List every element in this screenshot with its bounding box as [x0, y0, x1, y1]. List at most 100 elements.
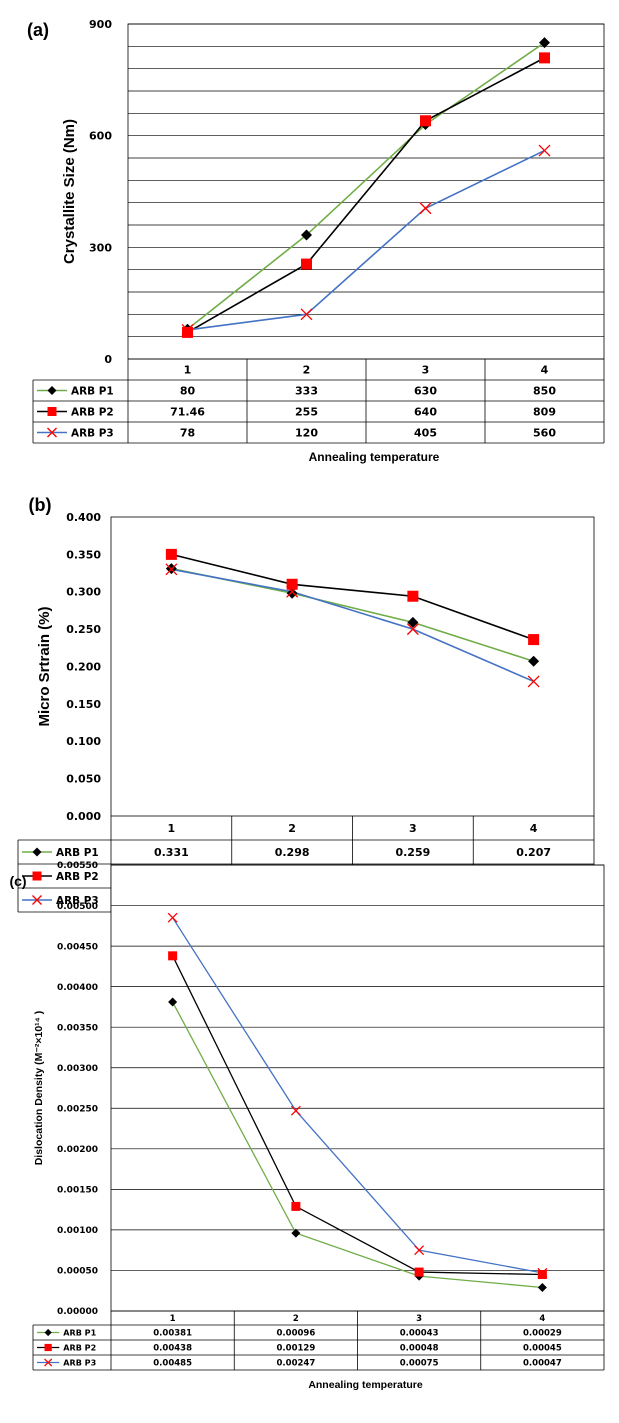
- x-axis-title: Annealing temperature: [309, 450, 440, 464]
- legend-series-name: ARB P1: [63, 1329, 96, 1338]
- y-axis-title: Micro Srtrain (%): [36, 606, 53, 726]
- panel-label: (b): [29, 495, 52, 515]
- table-cell: 0.331: [154, 846, 189, 859]
- data-point-arb-p3: [290, 1105, 301, 1116]
- data-point-arb-p2: [182, 326, 193, 338]
- legend-key-marker: [44, 1343, 52, 1352]
- y-axis-title: Dislocation Density (M⁻²×10¹⁴ ): [33, 1011, 45, 1166]
- x-axis-title: Annealing temperature: [308, 1379, 423, 1391]
- table-cell: 80: [180, 384, 196, 397]
- y-tick-label: 0.00400: [57, 983, 98, 993]
- legend-series-name: ARB P2: [71, 406, 114, 418]
- y-tick-label: 0.00150: [57, 1186, 98, 1196]
- y-axis-title: Crystallite Size (Nm): [61, 119, 78, 264]
- data-point-arb-p1: [291, 1228, 301, 1238]
- panel-label: (a): [27, 20, 49, 40]
- data-point-arb-p3-stroke-b: [167, 912, 178, 923]
- data-point-arb-p3-stroke-b: [538, 144, 551, 157]
- table-cell: 0.298: [275, 846, 310, 859]
- data-point-arb-p3-stroke-b: [181, 324, 194, 336]
- table-cell: 630: [414, 384, 437, 397]
- table-cell: 850: [533, 384, 556, 397]
- table-cell: 405: [414, 426, 437, 439]
- x-category-label: 1: [170, 1314, 176, 1324]
- chart-panel-a: (a) 0 300 600 900 Crystallite Size (Nm) 1 2 3 4 AR…: [27, 18, 605, 464]
- data-point-arb-p2: [291, 1201, 301, 1211]
- data-point-arb-p2: [301, 258, 312, 270]
- series-line-arb-p2: [172, 955, 543, 1276]
- chart-panel-c: (c) 0.00000 0.00050 0.00100 0.00150 0.00200 0.…: [9, 861, 605, 1391]
- data-point-arb-p3: [527, 675, 540, 688]
- y-tick-label: 0.400: [66, 511, 101, 524]
- table-cell: 0.00075: [400, 1359, 439, 1369]
- legend-key-marker: [44, 1328, 52, 1337]
- data-point-arb-p1: [286, 587, 298, 599]
- y-tick-label: 0.00200: [57, 1145, 98, 1155]
- series-line-arb-p2: [171, 553, 534, 641]
- y-tick-label: 0.200: [66, 660, 101, 673]
- x-category-label: 4: [541, 364, 549, 377]
- legend-series-name: ARB P3: [56, 895, 99, 907]
- y-tick-label: 0.300: [66, 586, 101, 599]
- table-cell: 0.00047: [523, 1359, 562, 1369]
- series-line-arb-p1: [187, 41, 545, 330]
- legend-key-marker: [32, 871, 42, 881]
- table-cell: 0.00045: [523, 1344, 562, 1354]
- data-point-arb-p1: [168, 997, 178, 1007]
- table-cell: 71.46: [170, 405, 205, 418]
- legend-series-name: ARB P1: [71, 385, 114, 397]
- y-tick-label: 0.00050: [57, 1267, 98, 1277]
- y-tick-label: 0.00350: [57, 1023, 98, 1033]
- legend-key-marker: [32, 847, 42, 857]
- table-cell: 0.00129: [277, 1344, 316, 1354]
- data-point-arb-p3: [181, 324, 194, 336]
- legend-key-marker: [47, 386, 57, 395]
- y-tick-label: 300: [89, 241, 112, 254]
- data-point-arb-p2: [286, 578, 298, 590]
- data-point-arb-p2: [420, 115, 431, 127]
- data-point-arb-p3-stroke-b: [419, 202, 432, 215]
- data-point-arb-p3: [165, 563, 178, 576]
- data-point-arb-p1: [407, 616, 419, 628]
- table-cell: 0.00043: [400, 1329, 439, 1339]
- legend-key-marker-stroke-b: [44, 1358, 53, 1367]
- table-cell: 120: [295, 426, 318, 439]
- x-category-label: 1: [168, 822, 176, 835]
- data-point-arb-p3-stroke-b: [406, 623, 419, 636]
- y-tick-label: 0.250: [66, 623, 101, 636]
- legend-series-name: ARB P2: [63, 1344, 96, 1353]
- y-tick-label: 0.00250: [57, 1105, 98, 1115]
- table-cell: 333: [295, 384, 318, 397]
- table-cell: 0.00381: [153, 1329, 192, 1339]
- y-tick-label: 0.00100: [57, 1226, 98, 1236]
- y-tick-label: 0.00000: [57, 1307, 98, 1317]
- x-category-label: 4: [530, 822, 538, 835]
- y-tick-label: 0.050: [66, 773, 101, 786]
- x-category-label: 4: [539, 1314, 545, 1324]
- legend-key-marker-stroke-b: [32, 895, 42, 905]
- plot-area: [110, 864, 605, 1312]
- data-point-arb-p2: [539, 52, 550, 64]
- data-point-arb-p2: [168, 951, 178, 961]
- data-point-arb-p3-stroke-b: [165, 563, 178, 576]
- y-tick-label: 900: [89, 18, 112, 31]
- table-cell: 560: [533, 426, 556, 439]
- table-cell: 255: [295, 405, 318, 418]
- table-cell: 0.259: [395, 846, 430, 859]
- legend-key-marker: [47, 427, 57, 438]
- data-point-arb-p2: [407, 590, 419, 602]
- x-category-label: 3: [409, 822, 417, 835]
- data-point-arb-p1: [528, 655, 540, 667]
- y-tick-label: 0.100: [66, 735, 101, 748]
- y-tick-label: 0.00450: [57, 942, 98, 952]
- table-cell: 0.00048: [400, 1344, 439, 1354]
- data-point-arb-p3: [414, 1245, 425, 1256]
- series-line-arb-p3: [172, 917, 543, 1274]
- x-category-label: 3: [422, 364, 430, 377]
- table-cell: 78: [180, 426, 195, 439]
- data-point-arb-p3-stroke-b: [527, 675, 540, 688]
- x-category-label: 2: [288, 822, 296, 835]
- data-point-arb-p1: [539, 37, 550, 49]
- y-tick-label: 0: [104, 353, 112, 366]
